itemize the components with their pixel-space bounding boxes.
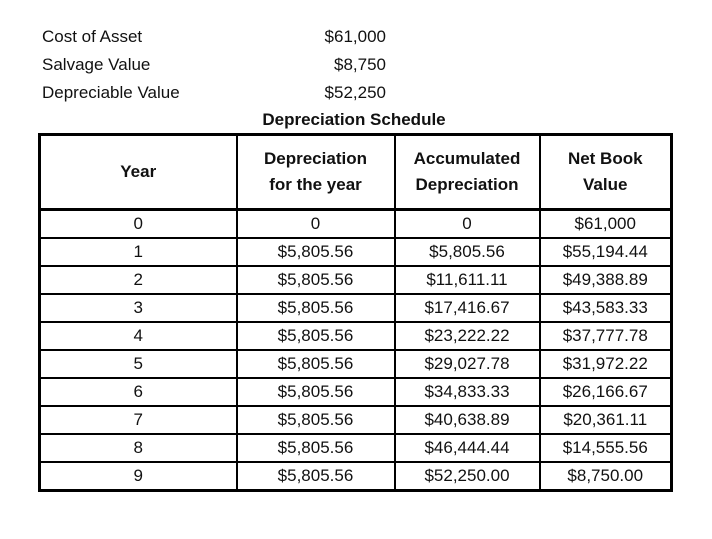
table-cell: $37,777.78 [538, 321, 673, 351]
table-cell: $61,000 [538, 208, 673, 239]
summary-row-cost: Cost of Asset $61,000 [42, 23, 386, 51]
salvage-value-label: Salvage Value [42, 55, 151, 74]
table-cell: $23,222.22 [393, 321, 541, 351]
column-header-depreciation-for-year: Depreciation for the year [235, 133, 396, 211]
cost-of-asset-label: Cost of Asset [42, 27, 143, 46]
table-row: 0 0 0 $61,000 [38, 208, 673, 239]
table-cell: $49,388.89 [538, 265, 673, 295]
table-cell: $46,444.44 [393, 433, 541, 463]
table-row: 9 $5,805.56 $52,250.00 $8,750.00 [38, 461, 673, 492]
table-cell: $5,805.56 [235, 237, 396, 267]
table-cell: $5,805.56 [235, 321, 396, 351]
table-cell: $5,805.56 [235, 377, 396, 407]
table-cell: 2 [38, 265, 238, 295]
table-cell: $55,194.44 [538, 237, 673, 267]
table-row: 8 $5,805.56 $46,444.44 $14,555.56 [38, 433, 673, 463]
salvage-value-value: $8,750 [334, 55, 386, 74]
table-cell: $26,166.67 [538, 377, 673, 407]
table-cell: 7 [38, 405, 238, 435]
table-cell: $20,361.11 [538, 405, 673, 435]
table-cell: 5 [38, 349, 238, 379]
table-row: 5 $5,805.56 $29,027.78 $31,972.22 [38, 349, 673, 379]
table-cell: $17,416.67 [393, 293, 541, 323]
table-cell: 1 [38, 237, 238, 267]
table-row: 2 $5,805.56 $11,611.11 $49,388.89 [38, 265, 673, 295]
cost-of-asset-value: $61,000 [324, 27, 386, 46]
table-row: 7 $5,805.56 $40,638.89 $20,361.11 [38, 405, 673, 435]
summary-row-salvage: Salvage Value $8,750 [42, 51, 386, 79]
table-cell: 4 [38, 321, 238, 351]
depreciation-schedule-table: Year Depreciation for the year Accumulat… [38, 133, 673, 492]
asset-summary: Cost of Asset $61,000 Salvage Value $8,7… [42, 23, 386, 107]
summary-row-depreciable: Depreciable Value $52,250 [42, 79, 386, 107]
table-header: Year Depreciation for the year Accumulat… [38, 133, 673, 211]
table-cell: $8,750.00 [538, 461, 673, 492]
column-header-net-book-value: Net Book Value [538, 133, 673, 211]
table-cell: $34,833.33 [393, 377, 541, 407]
schedule-table-body: 0 0 0 $61,000 1 $5,805.56 $5,805.56 $55,194.44 2… [38, 208, 673, 492]
table-cell: $5,805.56 [235, 265, 396, 295]
table-cell: $14,555.56 [538, 433, 673, 463]
depreciation-worksheet: Cost of Asset $61,000 Salvage Value $8,7… [0, 23, 712, 539]
table-cell: $5,805.56 [235, 433, 396, 463]
table-title: Depreciation Schedule [262, 110, 446, 129]
table-cell: 6 [38, 377, 238, 407]
table-cell: $11,611.11 [393, 265, 541, 295]
column-header-year: Year [38, 133, 238, 211]
table-cell: 0 [38, 208, 238, 239]
table-row: 3 $5,805.56 $17,416.67 $43,583.33 [38, 293, 673, 323]
table-cell: 3 [38, 293, 238, 323]
table-cell: $52,250.00 [393, 461, 541, 492]
column-header-accumulated-depreciation: Accumulated Depreciation [393, 133, 541, 211]
table-cell: $5,805.56 [235, 405, 396, 435]
table-cell: 0 [393, 208, 541, 239]
table-cell: $29,027.78 [393, 349, 541, 379]
table-cell: $5,805.56 [393, 237, 541, 267]
table-row: 1 $5,805.56 $5,805.56 $55,194.44 [38, 237, 673, 267]
table-cell: $5,805.56 [235, 293, 396, 323]
depreciable-value-label: Depreciable Value [42, 83, 180, 102]
depreciable-value-value: $52,250 [324, 83, 386, 102]
table-cell: 8 [38, 433, 238, 463]
header-row: Year Depreciation for the year Accumulat… [38, 133, 673, 211]
table-cell: $5,805.56 [235, 349, 396, 379]
table-cell: 0 [235, 208, 396, 239]
table-cell: $5,805.56 [235, 461, 396, 492]
table-cell: $40,638.89 [393, 405, 541, 435]
table-row: 6 $5,805.56 $34,833.33 $26,166.67 [38, 377, 673, 407]
table-cell: $31,972.22 [538, 349, 673, 379]
table-cell: $43,583.33 [538, 293, 673, 323]
table-row: 4 $5,805.56 $23,222.22 $37,777.78 [38, 321, 673, 351]
table-cell: 9 [38, 461, 238, 492]
